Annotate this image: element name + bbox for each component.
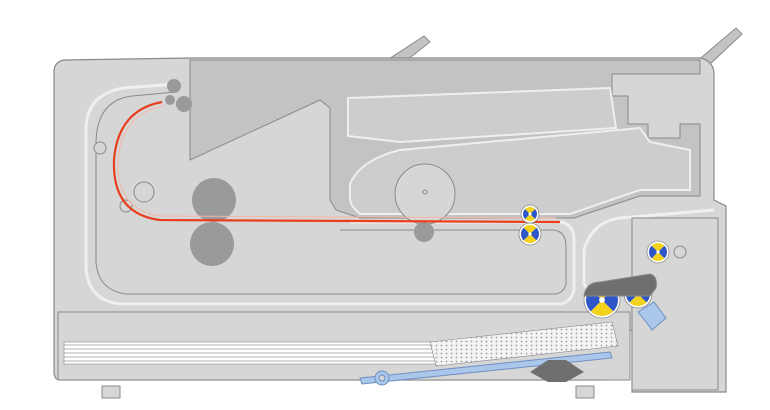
paper-stack-inclined — [429, 321, 619, 367]
separation-pad[interactable] — [637, 301, 667, 331]
roller-top-left-3 — [165, 95, 175, 105]
sensor-disc-quadrant — [590, 300, 614, 317]
sensor-disc-quadrant — [651, 243, 665, 252]
foot-left — [101, 385, 121, 399]
sensor-disc-quadrant — [523, 234, 537, 243]
pickup-frame — [583, 273, 657, 297]
sensor-disc-quadrant — [530, 209, 537, 219]
roller-group — [93, 79, 687, 266]
paper-feed-path — [112, 100, 561, 224]
roller-left-guide — [93, 141, 107, 155]
paper-feed-path-shadow — [117, 105, 557, 219]
roller-top-left-2 — [176, 96, 192, 112]
sensor-disc-quadrant — [629, 294, 647, 306]
sensor-disc-quadrant — [523, 224, 537, 234]
inner-channel-outline — [95, 91, 567, 295]
tray-friction-pad — [530, 360, 584, 382]
sensor-disc-quadrant — [525, 206, 535, 214]
sensor-disc-quadrant — [521, 227, 530, 241]
roller-left-lower — [119, 199, 133, 213]
roller-main-lower — [190, 222, 234, 266]
paper-path-channel — [84, 82, 576, 306]
roller-top-left — [167, 79, 181, 93]
sensor-disc-icon — [520, 204, 540, 224]
sensor-disc-hub — [528, 232, 532, 236]
drum-center — [422, 189, 428, 195]
sensor-disc-icon — [518, 222, 542, 246]
sensor-disc-hub — [528, 212, 532, 216]
sensor-disc-quadrant — [530, 227, 539, 241]
sensor-disc-hub — [599, 297, 605, 303]
sensor-disc-quadrant — [651, 252, 665, 261]
roller-right-small — [673, 245, 687, 259]
paper-stack — [63, 341, 437, 365]
upper-cavity — [347, 86, 618, 144]
sensor-disc-quadrant — [658, 245, 667, 259]
sensor-disc-hub — [656, 250, 660, 254]
roller-idler — [133, 181, 155, 203]
foot-right — [575, 385, 595, 399]
roller-main-upper — [192, 178, 236, 222]
sensor-disc-quadrant — [525, 214, 535, 222]
sensor-disc-quadrant — [523, 209, 530, 219]
sensor-disc-quadrant — [649, 245, 658, 259]
sensor-disc-icon — [646, 240, 670, 264]
roller-drum-lower — [414, 222, 434, 242]
